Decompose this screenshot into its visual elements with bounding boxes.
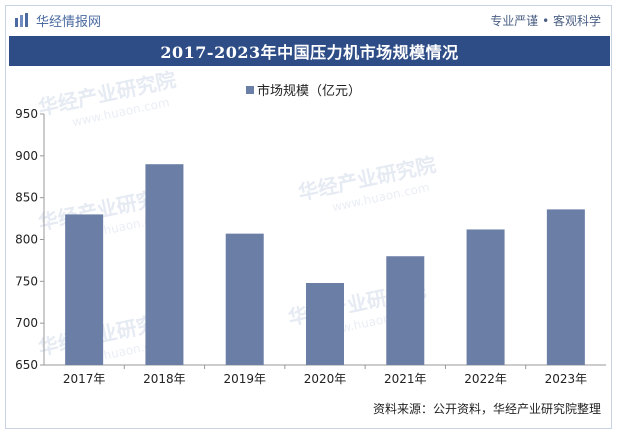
bar: [466, 229, 505, 365]
x-tick-label: 2021年: [384, 372, 427, 386]
y-tick-label: 750: [15, 274, 38, 288]
legend: 市场规模（亿元）: [246, 83, 361, 99]
y-tick-label: 700: [15, 316, 38, 330]
x-tick-label: 2017年: [63, 372, 106, 386]
bar: [145, 164, 184, 365]
x-tick-label: 2019年: [223, 372, 266, 386]
x-tick-label: 2023年: [545, 372, 588, 386]
bar: [225, 233, 264, 365]
slogan: 专业严谨 • 客观科学: [490, 13, 601, 28]
y-tick-label: 800: [15, 233, 38, 247]
bar: [306, 283, 344, 365]
y-tick-label: 950: [15, 107, 38, 121]
title-bar: 2017-2023年中国压力机市场规模情况: [9, 36, 610, 66]
x-tick-label: 2020年: [304, 372, 347, 386]
bar: [386, 256, 425, 365]
x-tick-label: 2022年: [464, 372, 507, 386]
y-tick-label: 900: [15, 149, 38, 163]
logo-icon: [15, 13, 28, 27]
tick-labels: 650 700 750 800 850 900 950 2017年 2018年 2019年 2020…: [15, 107, 587, 386]
top-bar: 华经情报网 专业严谨 • 客观科学: [6, 6, 611, 34]
bar: [65, 214, 104, 365]
bars: [65, 164, 585, 365]
y-tick-label: 650: [15, 358, 38, 372]
legend-label: 市场规模（亿元）: [257, 83, 361, 99]
y-tick-label: 850: [15, 191, 38, 205]
source-note: 资料来源：公开资料，华经产业研究院整理: [372, 402, 601, 416]
legend-swatch: [246, 86, 254, 94]
x-tick-label: 2018年: [143, 372, 186, 386]
chart-title: 2017-2023年中国压力机市场规模情况: [160, 43, 459, 62]
brand: 华经情报网: [14, 11, 101, 30]
brand-name: 华经情报网: [36, 14, 102, 30]
bar: [546, 209, 585, 365]
